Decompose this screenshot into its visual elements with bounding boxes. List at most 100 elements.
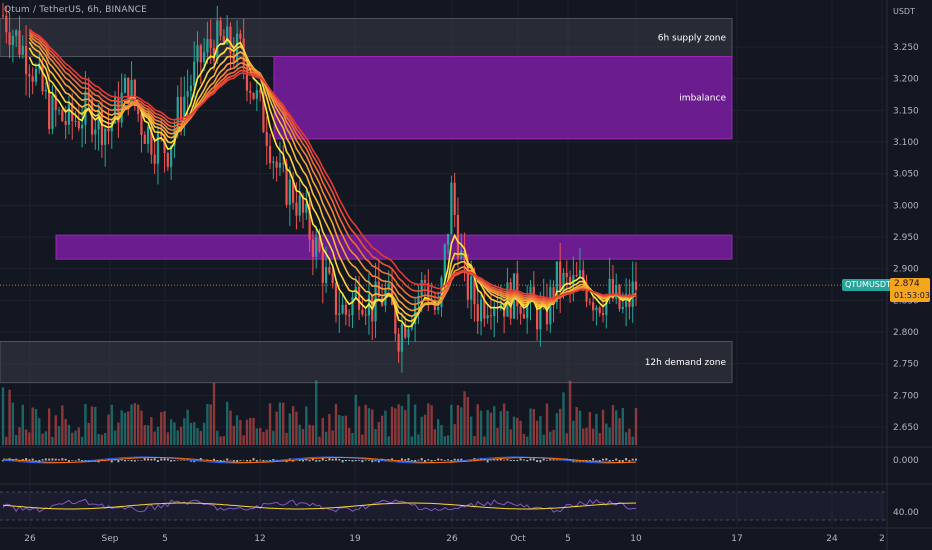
volume-bar bbox=[384, 410, 387, 445]
macd-hist bbox=[367, 460, 370, 461]
chart-title: Qtum / TetherUS, 6h, BINANCE bbox=[4, 5, 148, 15]
candle-body bbox=[242, 38, 245, 67]
time-axis[interactable]: 26 Sep 5 12 19 26 Oct 5 10 17 24 2 bbox=[24, 534, 885, 544]
volume-bar bbox=[611, 405, 615, 445]
volume-bar bbox=[212, 382, 216, 445]
candle-body bbox=[146, 127, 150, 144]
candle-body bbox=[321, 251, 324, 283]
volume-bar bbox=[347, 427, 351, 445]
candle-body bbox=[189, 85, 193, 92]
candle-body bbox=[522, 314, 526, 319]
candle-body bbox=[212, 47, 216, 61]
macd-hist bbox=[595, 459, 598, 461]
candle-body bbox=[285, 163, 288, 205]
candle-body bbox=[387, 283, 390, 289]
candle-body bbox=[245, 66, 249, 91]
macd-hist bbox=[611, 460, 614, 462]
macd-hist bbox=[71, 460, 74, 461]
price-tick-label: 2.650 bbox=[893, 423, 919, 433]
volume-bar bbox=[377, 422, 381, 445]
macd-hist bbox=[61, 458, 64, 461]
candle-body bbox=[265, 132, 268, 146]
macd-hist bbox=[542, 458, 545, 461]
macd-hist bbox=[222, 459, 225, 461]
macd-hist bbox=[377, 460, 380, 463]
time-tick-label: 17 bbox=[731, 534, 742, 544]
time-tick-label: Oct bbox=[510, 534, 526, 544]
macd-hist bbox=[117, 460, 120, 463]
volume-bar bbox=[601, 409, 605, 445]
macd-hist bbox=[635, 458, 637, 461]
candle-body bbox=[209, 39, 212, 48]
volume-bar bbox=[390, 406, 394, 445]
candle-body bbox=[216, 20, 219, 61]
macd-hist bbox=[420, 458, 423, 461]
volume-bar bbox=[509, 429, 512, 445]
macd-hist bbox=[598, 460, 601, 462]
volume-bar bbox=[443, 436, 446, 445]
time-tick-label: 12 bbox=[254, 534, 265, 544]
macd-hist bbox=[74, 460, 77, 461]
volume-bar bbox=[628, 428, 631, 445]
volume-bar bbox=[278, 402, 282, 445]
volume-bar bbox=[199, 430, 203, 445]
candle-body bbox=[150, 127, 153, 155]
volume-bar bbox=[163, 411, 166, 445]
volume-bar bbox=[463, 391, 466, 445]
volume-bar bbox=[351, 432, 354, 445]
candle-body bbox=[272, 161, 275, 163]
volume-bar bbox=[110, 404, 113, 445]
price-tick-label: 3.150 bbox=[893, 106, 919, 116]
candle-body bbox=[57, 109, 61, 111]
candle-body bbox=[539, 304, 542, 330]
volume-bar bbox=[74, 430, 77, 445]
volume-bar bbox=[469, 416, 473, 445]
volume-bar bbox=[456, 405, 460, 445]
macd-hist bbox=[120, 459, 123, 461]
candle-body bbox=[348, 314, 351, 316]
macd-hist bbox=[506, 459, 509, 461]
macd-hist bbox=[140, 460, 143, 461]
volume-bar bbox=[338, 415, 341, 445]
volume-bar bbox=[64, 418, 67, 445]
candle-body bbox=[437, 306, 440, 310]
candle-body bbox=[64, 120, 67, 125]
candle-body bbox=[572, 274, 575, 285]
macd-hist bbox=[160, 458, 163, 461]
candle-body bbox=[153, 154, 156, 164]
macd-hist bbox=[252, 458, 255, 461]
macd-hist bbox=[51, 458, 54, 461]
macd-hist bbox=[493, 459, 496, 461]
candle-body bbox=[562, 272, 565, 292]
volume-bar bbox=[479, 410, 483, 445]
volume-bar bbox=[24, 429, 28, 445]
volume-bar bbox=[516, 417, 519, 445]
macd-hist bbox=[450, 460, 453, 463]
volume-bar bbox=[324, 431, 328, 445]
candle-body bbox=[203, 52, 206, 63]
zones bbox=[0, 18, 885, 384]
macd-hist bbox=[173, 460, 176, 462]
macd-hist bbox=[28, 459, 31, 461]
macd-hist bbox=[25, 458, 28, 461]
candle-body bbox=[292, 179, 295, 203]
volume-bar bbox=[466, 397, 470, 445]
candle-body bbox=[450, 182, 453, 234]
volume-bar bbox=[371, 409, 374, 445]
volume-bar bbox=[130, 404, 133, 445]
macd-hist bbox=[592, 458, 595, 461]
volume-bar bbox=[146, 425, 150, 445]
volume-bar bbox=[31, 407, 34, 445]
volume-bar bbox=[8, 389, 11, 445]
volume-bar bbox=[539, 416, 542, 445]
volume-bar bbox=[512, 416, 516, 445]
volume-bar bbox=[595, 413, 598, 445]
ema-line-early-3 bbox=[28, 37, 231, 135]
volume-bar bbox=[196, 428, 199, 445]
macd-hist bbox=[615, 458, 618, 461]
macd-hist bbox=[127, 460, 130, 461]
volume-bar bbox=[499, 411, 503, 445]
candle-body bbox=[615, 285, 618, 299]
rsi-tick-label: 40.00 bbox=[893, 508, 919, 518]
